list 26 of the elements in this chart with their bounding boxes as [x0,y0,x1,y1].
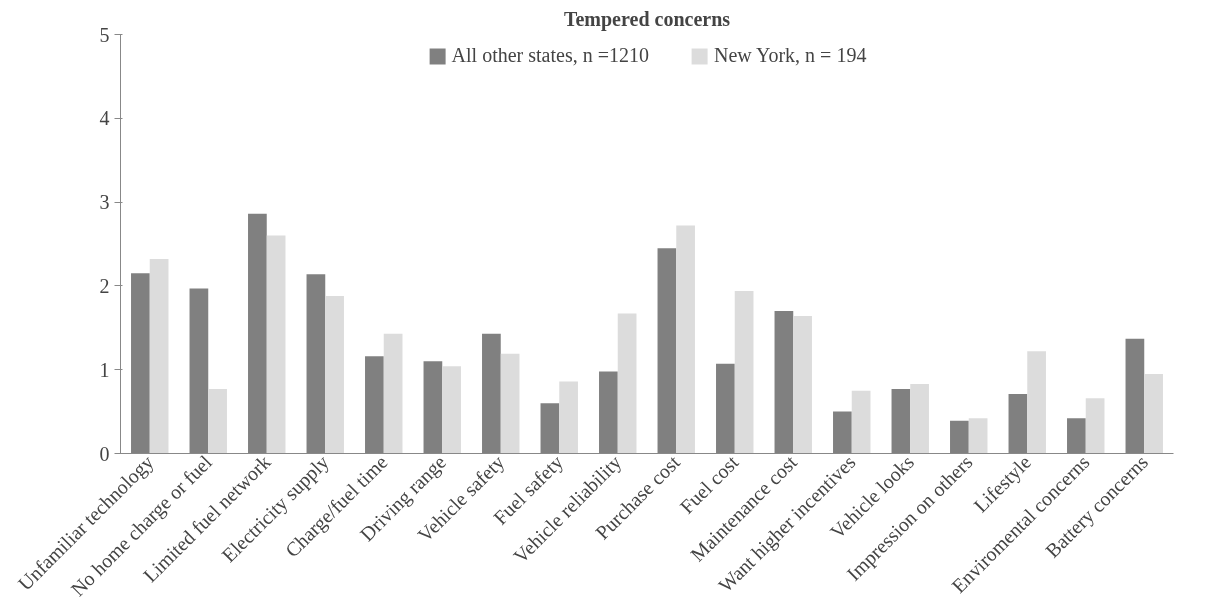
y-tick-label: 2 [99,274,110,297]
chart-title: Tempered concerns [563,7,731,31]
bar [968,418,988,454]
bar [266,235,286,454]
bar [1085,398,1105,454]
bar [325,295,344,454]
bar [1027,351,1046,454]
bar [559,381,578,454]
bar [793,316,812,454]
bar [734,290,754,454]
y-tick-label: 3 [99,191,110,214]
bar [851,390,871,454]
bar [617,313,637,454]
y-tick-label: 5 [99,23,110,46]
legend-label: New York, n = 194 [713,44,867,67]
y-tick-label: 4 [99,107,110,130]
bar [149,259,169,454]
legend-label: All other states, n =1210 [451,44,649,67]
bar [910,383,929,454]
bar [676,225,695,454]
y-tick-label: 1 [99,358,110,381]
bar [442,366,461,454]
bar [500,353,520,454]
bar [383,333,403,454]
bar [1144,373,1163,454]
bar [208,388,227,454]
